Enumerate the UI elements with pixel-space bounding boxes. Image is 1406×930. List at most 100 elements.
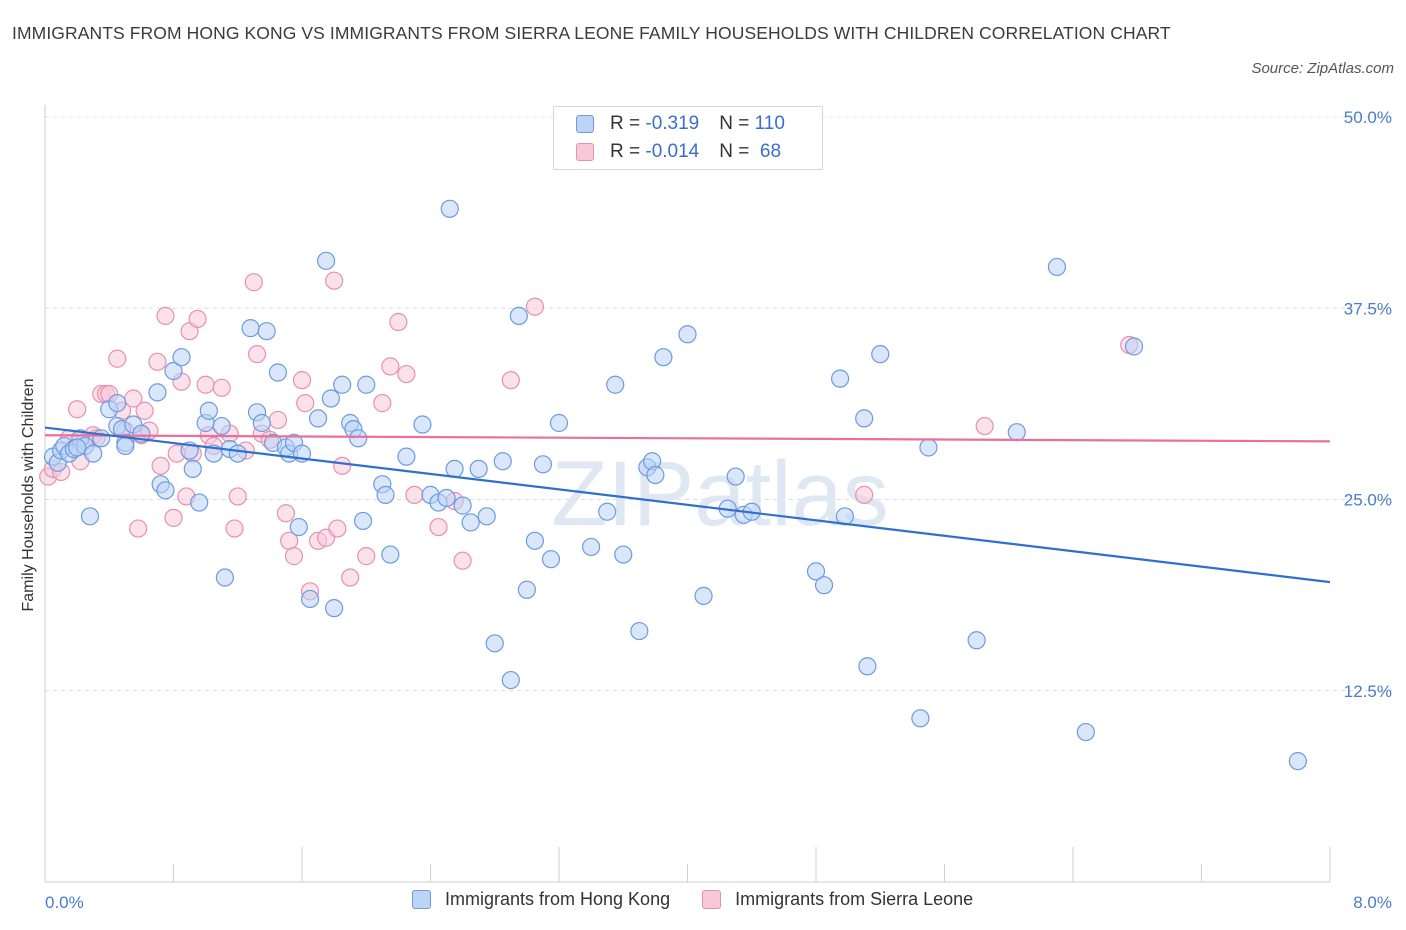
- data-point: [333, 375, 352, 394]
- data-point: [225, 519, 244, 538]
- x-tick-label: 0.0%: [45, 893, 84, 912]
- data-point: [1124, 337, 1144, 356]
- legend-swatch-hong-kong: [412, 890, 431, 909]
- x-tick-label: 8.0%: [1353, 893, 1392, 912]
- series-hong-kong: [43, 199, 1307, 771]
- data-point: [284, 547, 304, 566]
- legend-swatch-hong-kong: [576, 115, 594, 133]
- data-point: [276, 504, 296, 523]
- data-point: [215, 568, 234, 587]
- axes: [44, 105, 1331, 883]
- data-point: [606, 375, 625, 394]
- data-point: [1288, 752, 1307, 771]
- data-point: [308, 409, 328, 428]
- data-point: [247, 345, 267, 364]
- data-point: [341, 568, 360, 587]
- data-point: [1007, 423, 1026, 442]
- trend-line-hong-kong: [44, 426, 1331, 584]
- data-point: [188, 309, 207, 329]
- data-point: [975, 416, 994, 436]
- data-point: [151, 456, 170, 475]
- data-point: [349, 429, 368, 448]
- data-point: [445, 459, 464, 478]
- legend-n-value: 110: [754, 113, 785, 134]
- data-point: [190, 493, 209, 512]
- data-point: [199, 401, 218, 420]
- data-point: [268, 410, 288, 430]
- data-point: [1047, 257, 1067, 277]
- data-point: [172, 348, 191, 367]
- data-point: [582, 537, 601, 557]
- data-point: [292, 371, 312, 390]
- data-point: [855, 409, 874, 428]
- data-point: [630, 621, 649, 641]
- data-point: [858, 657, 877, 676]
- data-point: [252, 413, 271, 433]
- chart-title: IMMIGRANTS FROM HONG KONG VS IMMIGRANTS …: [12, 23, 1171, 43]
- data-point: [80, 507, 100, 526]
- watermark: ZIPatlas: [551, 443, 888, 545]
- data-point: [440, 199, 459, 218]
- data-point: [325, 271, 344, 290]
- data-point: [376, 485, 395, 505]
- y-tick-label: 12.5%: [1344, 682, 1392, 701]
- legend-item-hong-kong: Immigrants from Hong Kong: [412, 889, 670, 910]
- data-point: [493, 452, 512, 471]
- data-point: [911, 709, 930, 728]
- data-point: [397, 364, 416, 384]
- data-point: [678, 325, 697, 344]
- legend-r-label: R =: [610, 141, 646, 162]
- legend-n-label: N =: [719, 141, 755, 162]
- data-point: [164, 361, 183, 381]
- data-point: [333, 456, 352, 475]
- data-point: [373, 394, 392, 413]
- legend-label-sierra-leone: Immigrants from Sierra Leone: [735, 889, 974, 909]
- data-point: [461, 513, 480, 532]
- legend-swatch-sierra-leone: [576, 143, 594, 161]
- y-axis-label: Family Households with Children: [20, 379, 37, 612]
- data-point: [871, 345, 890, 364]
- data-point: [228, 444, 247, 463]
- y-tick-label: 37.5%: [1344, 299, 1392, 318]
- correlation-legend: R = -0.319 N = 110 R = -0.014 N = 68: [553, 106, 823, 170]
- data-point: [517, 580, 536, 599]
- trend-lines: [44, 426, 1331, 584]
- data-point: [244, 273, 263, 292]
- data-point: [296, 394, 315, 413]
- data-point: [228, 487, 247, 506]
- data-point: [501, 670, 520, 690]
- data-point: [92, 429, 111, 448]
- data-point: [525, 531, 545, 550]
- data-point: [598, 502, 617, 521]
- data-point: [541, 550, 561, 569]
- data-point: [389, 312, 408, 332]
- data-point: [381, 545, 400, 564]
- data-point: [353, 511, 373, 531]
- data-point: [501, 371, 520, 390]
- legend-label-hong-kong: Immigrants from Hong Kong: [445, 889, 671, 909]
- data-point: [549, 413, 569, 433]
- legend-row-sierra-leone: R = -0.014 N = 68: [576, 140, 781, 164]
- data-point: [84, 444, 103, 463]
- data-point: [116, 436, 135, 456]
- data-point: [321, 389, 341, 408]
- data-point: [405, 485, 424, 505]
- series-legend: Immigrants from Hong Kong Immigrants fro…: [412, 889, 1005, 910]
- data-point: [212, 378, 231, 397]
- data-point: [357, 547, 376, 566]
- data-point: [357, 375, 376, 394]
- legend-row-hong-kong: R = -0.319 N = 110: [576, 112, 785, 136]
- data-point: [300, 589, 320, 609]
- legend-r-label: R =: [610, 113, 646, 134]
- y-tick-label: 25.0%: [1344, 491, 1392, 510]
- data-point: [212, 416, 231, 436]
- y-tick-label: 50.0%: [1344, 108, 1392, 127]
- data-point: [135, 401, 154, 420]
- tick-labels: 12.5% 25.0% 37.5% 50.0% 0.0% 8.0%: [45, 108, 1392, 912]
- legend-r-value: -0.014: [645, 141, 700, 162]
- data-point: [485, 634, 504, 653]
- data-point: [694, 586, 713, 605]
- data-point: [429, 517, 448, 537]
- data-point: [156, 306, 175, 325]
